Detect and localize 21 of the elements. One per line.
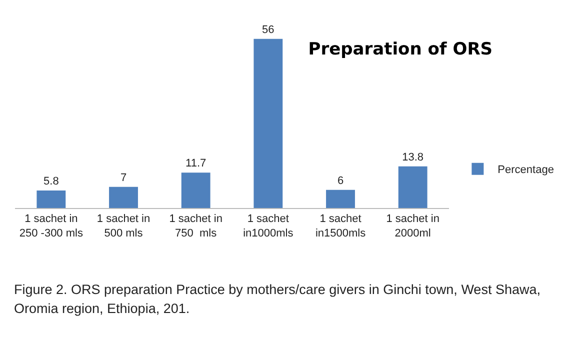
- data-label: 6: [337, 174, 344, 187]
- caption: Figure 2. ORS preparation Practice by mothers/care givers in Ginchi town, West Shawa, Oromia region, Ethiopia, 201.: [14, 281, 542, 318]
- bar: [398, 166, 428, 208]
- chart-title: Preparation of ORS: [308, 40, 493, 60]
- x-tick-label: 1 sachet in 500 mls: [96, 213, 150, 240]
- x-tick-label: 1 sachet in 2000ml: [386, 213, 440, 240]
- data-label: 11.7: [186, 158, 206, 170]
- legend-label: Percentage: [498, 164, 554, 176]
- bar: [36, 190, 66, 208]
- data-label: 7: [120, 172, 127, 184]
- data-label: 56: [262, 24, 274, 36]
- bar: [181, 172, 210, 208]
- x-tick-label: 1 sachet in 250 -300 mls: [19, 213, 84, 240]
- bar: [326, 190, 355, 208]
- bar: [109, 186, 138, 208]
- x-tick-label: 1 sachet in 750 mls: [169, 213, 222, 240]
- x-tick-label: 1 sachet in1000mls: [243, 213, 294, 240]
- bar: [254, 38, 283, 208]
- x-tick-label: 1 sachet in1500mls: [315, 213, 366, 240]
- data-label: 13.8: [402, 151, 424, 164]
- data-label: 5.8: [44, 175, 59, 188]
